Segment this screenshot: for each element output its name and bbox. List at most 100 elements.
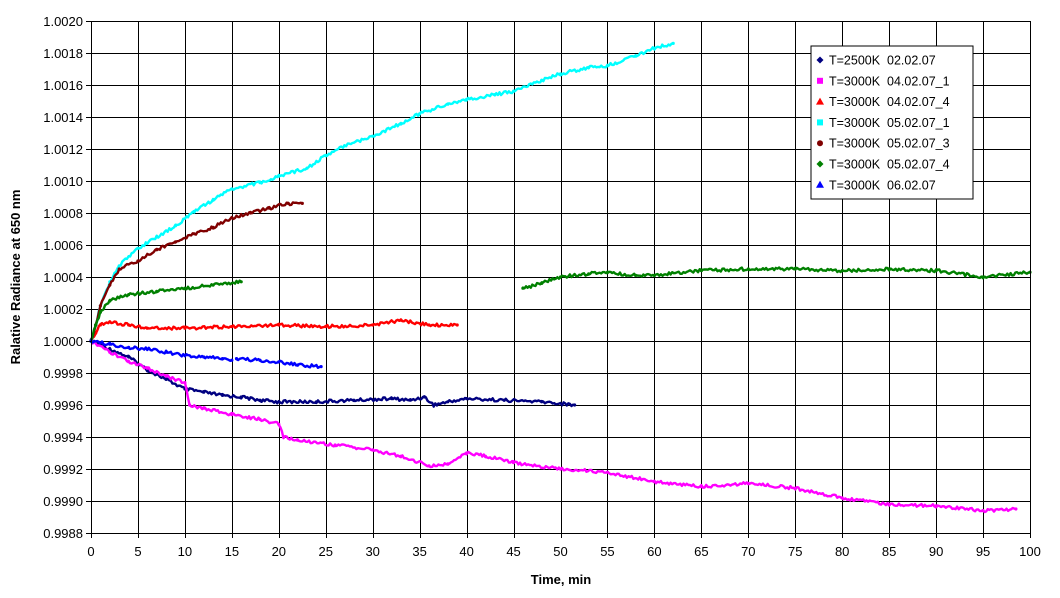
data-point (249, 211, 253, 215)
data-point (117, 264, 121, 268)
y-tick-label: 0.9990 (43, 494, 83, 509)
series-5 (89, 201, 304, 343)
data-point (981, 275, 985, 279)
data-point (136, 259, 140, 263)
data-point (108, 350, 112, 354)
data-point (887, 267, 891, 271)
data-point (127, 360, 131, 364)
data-point (239, 280, 243, 284)
data-point (389, 397, 394, 401)
data-point (371, 134, 375, 138)
data-point (540, 281, 544, 285)
data-point (211, 198, 215, 202)
data-point (117, 267, 121, 271)
data-point (793, 267, 797, 271)
y-tick-label: 0.9998 (43, 366, 83, 381)
x-tick-label: 85 (882, 544, 896, 559)
x-tick-label: 60 (647, 544, 661, 559)
data-point (840, 269, 844, 273)
data-point (483, 454, 487, 458)
legend-item: T=3000K 05.02.07_4 (816, 158, 950, 172)
legend-item: T=2500K 02.02.07 (816, 54, 936, 68)
data-point (652, 46, 657, 50)
data-point (183, 286, 187, 290)
x-tick-label: 45 (506, 544, 520, 559)
y-tick-label: 1.0020 (43, 14, 83, 29)
legend-label: T=3000K 05.02.07_4 (829, 158, 950, 172)
legend-item: T=3000K 04.02.07_1 (817, 74, 950, 88)
data-point (418, 112, 422, 116)
x-axis-title: Time, min (531, 572, 592, 587)
data-point (605, 470, 610, 474)
x-tick-label: 95 (976, 544, 990, 559)
data-point (371, 323, 375, 327)
data-point (408, 398, 412, 402)
data-point (98, 304, 102, 308)
data-point (573, 403, 577, 407)
data-point (511, 461, 516, 465)
data-point (352, 398, 356, 402)
data-point (521, 286, 525, 290)
data-point (94, 323, 98, 327)
series-6 (89, 266, 1032, 343)
data-point (558, 275, 563, 279)
legend-label: T=3000K 06.02.07 (829, 178, 936, 192)
data-point (258, 417, 262, 421)
series-4 (89, 41, 675, 344)
y-tick-label: 1.0006 (43, 238, 83, 253)
legend-label: T=3000K 04.02.07_1 (829, 74, 950, 88)
data-point (305, 166, 309, 170)
y-tick-label: 0.9994 (43, 430, 83, 445)
data-point (286, 201, 290, 205)
data-point (145, 366, 149, 370)
series-line (89, 339, 1018, 514)
data-point (164, 350, 168, 354)
legend-marker (817, 140, 823, 147)
data-point (371, 448, 375, 452)
data-point (540, 400, 544, 404)
data-point (211, 283, 215, 287)
legend-label: T=3000K 04.02.07_4 (829, 95, 950, 109)
data-point (934, 504, 938, 508)
x-tick-label: 90 (929, 544, 943, 559)
data-point (145, 326, 149, 330)
data-point (446, 102, 450, 106)
series-group (89, 41, 1032, 514)
legend-item: T=3000K 05.02.07_3 (817, 137, 950, 151)
legend-marker (816, 56, 824, 64)
data-point (422, 395, 426, 399)
data-point (258, 181, 262, 185)
data-point (342, 144, 347, 148)
series-line (89, 201, 304, 343)
series-7 (89, 339, 323, 369)
data-point (155, 289, 159, 293)
data-point (511, 89, 516, 93)
data-point (324, 153, 328, 157)
data-point (296, 363, 300, 367)
data-point (155, 248, 159, 252)
data-point (399, 318, 403, 322)
data-point (173, 224, 178, 228)
data-point (314, 400, 318, 404)
data-point (155, 235, 159, 239)
legend-item: T=3000K 05.02.07_1 (817, 116, 950, 130)
data-point (558, 72, 563, 76)
data-point (202, 355, 206, 359)
x-tick-label: 5 (134, 544, 141, 559)
legend-box (810, 45, 974, 200)
data-point (211, 225, 215, 229)
data-point (427, 323, 431, 327)
data-point (281, 435, 286, 439)
data-point (634, 273, 638, 277)
data-point (558, 467, 563, 471)
data-point (634, 54, 638, 58)
x-tick-label: 15 (225, 544, 239, 559)
data-point (446, 400, 450, 404)
legend-marker (816, 180, 824, 188)
x-tick-label: 20 (272, 544, 286, 559)
series-line (89, 279, 243, 342)
data-point (108, 342, 112, 346)
data-point (840, 496, 844, 500)
data-point (239, 395, 243, 399)
